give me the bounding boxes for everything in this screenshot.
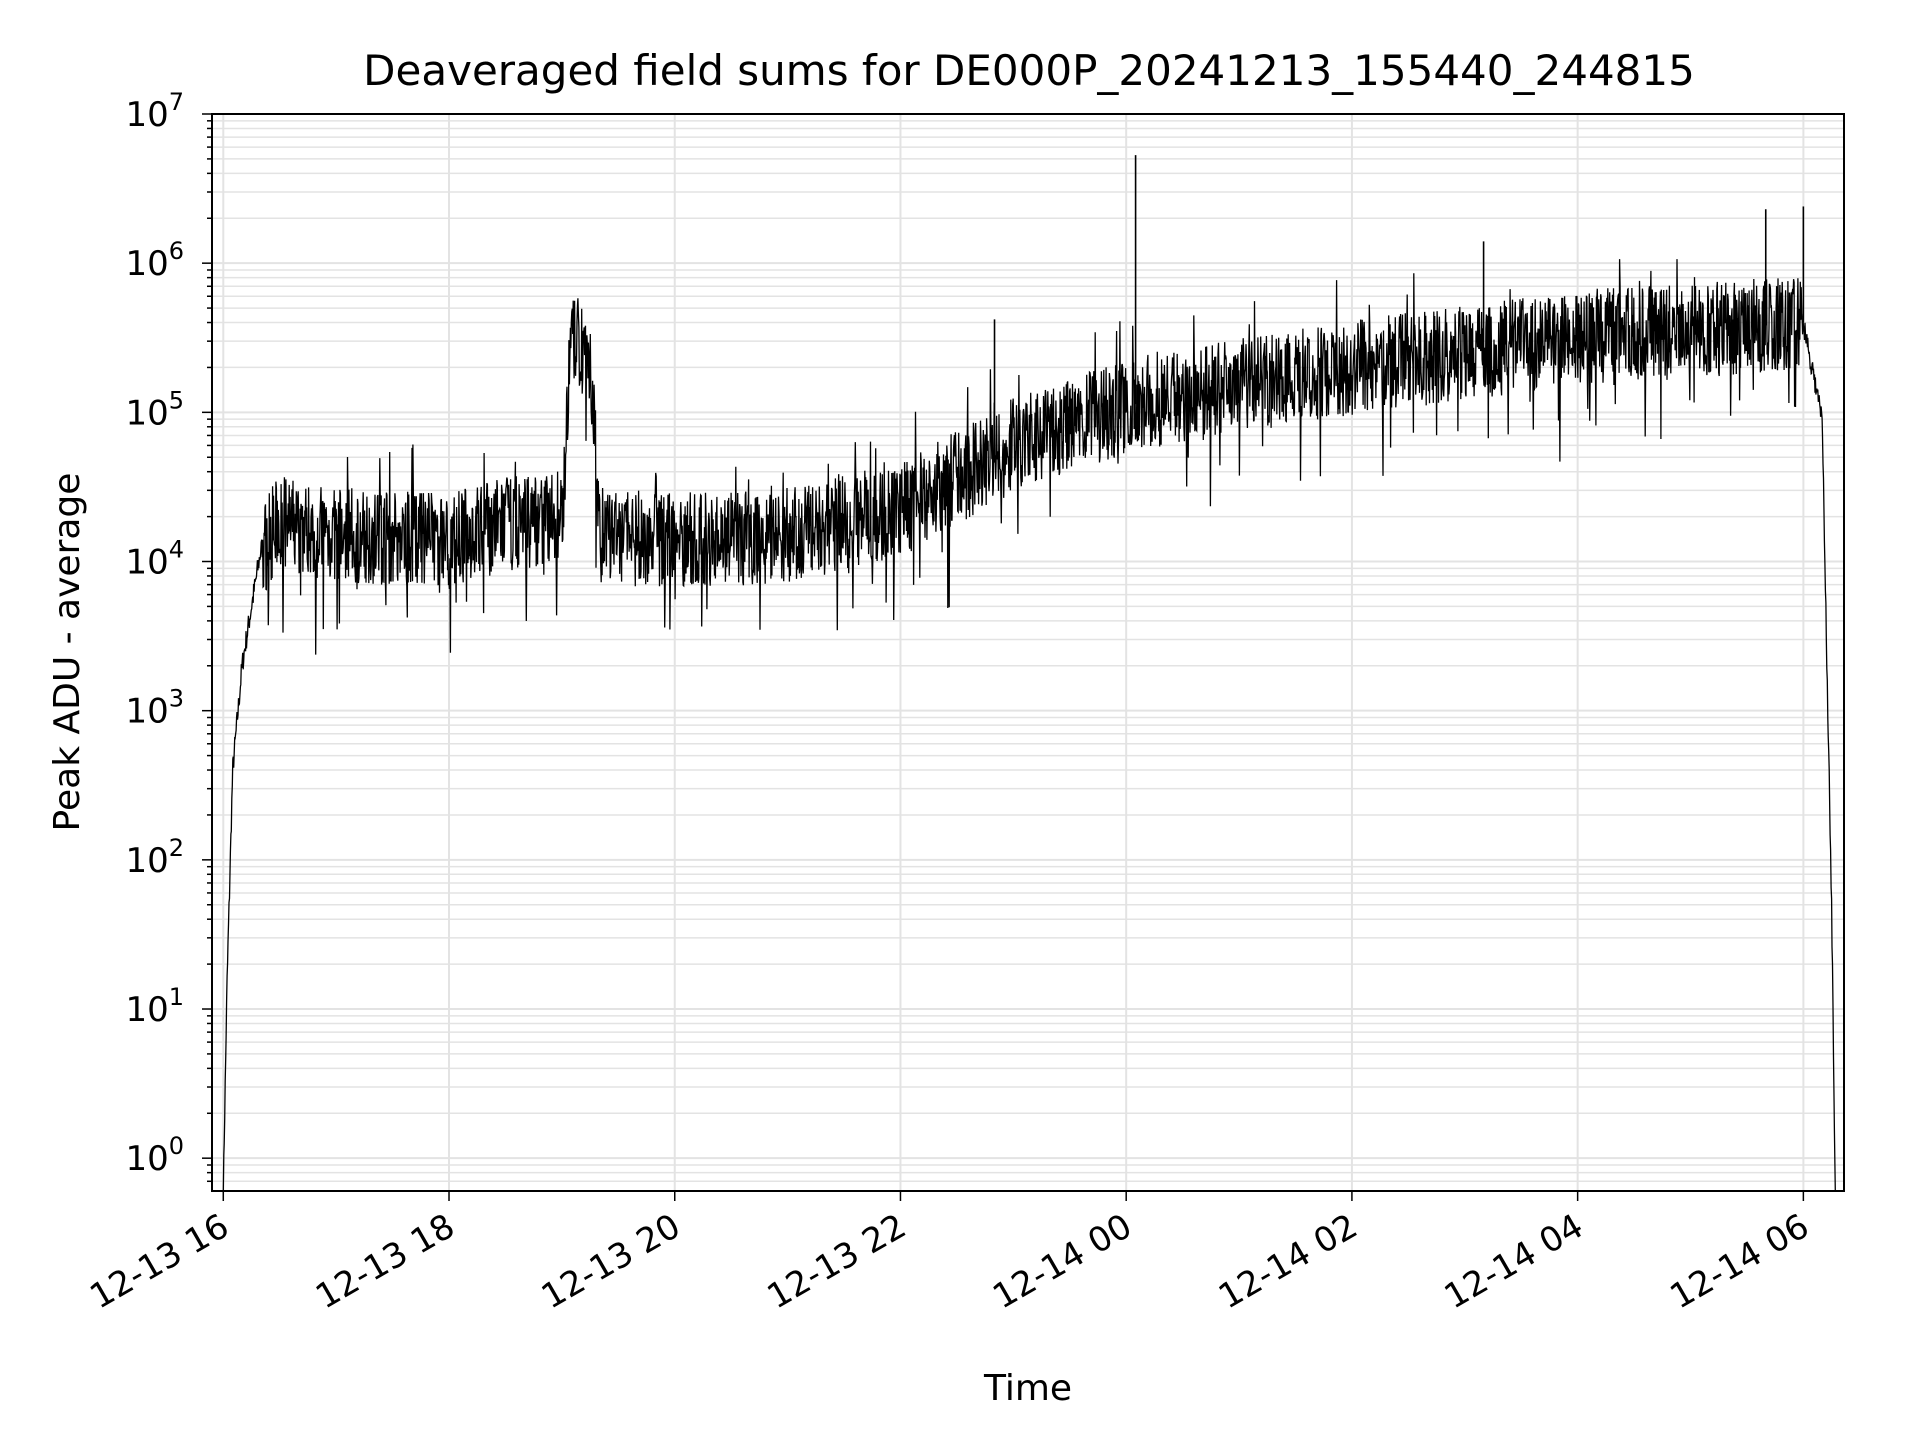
x-tick-label: 12-14 02: [1212, 1206, 1364, 1317]
y-tick-exponent: 2: [169, 834, 184, 862]
chart-title: Deaveraged field sums for DE000P_2024121…: [363, 46, 1695, 95]
y-tick-exponent: 4: [169, 536, 184, 564]
y-tick-base: 10: [125, 95, 168, 135]
y-tick-base: 10: [125, 990, 168, 1030]
plot-area-frame: [211, 113, 1845, 1192]
y-tick-exponent: 1: [169, 983, 184, 1011]
y-tick-label: 103: [125, 685, 184, 732]
y-tick-exponent: 5: [169, 386, 184, 414]
y-tick-label: 106: [125, 237, 184, 284]
y-tick-base: 10: [125, 393, 168, 433]
y-tick-label: 100: [125, 1132, 184, 1179]
x-tick-label: 12-14 00: [986, 1206, 1138, 1317]
y-tick-base: 10: [125, 692, 168, 732]
y-tick-label: 107: [125, 88, 184, 135]
y-tick-exponent: 3: [169, 685, 184, 713]
series-layer: [222, 155, 1836, 1192]
x-tick-label: 12-14 06: [1663, 1206, 1815, 1317]
y-tick-label: 102: [125, 834, 184, 881]
series-line: [222, 259, 1836, 1192]
x-tick-label: 12-13 22: [761, 1206, 913, 1317]
y-tick-base: 10: [125, 1139, 168, 1179]
y-tick-exponent: 6: [169, 237, 184, 265]
x-tick-label: 12-14 04: [1438, 1206, 1590, 1317]
y-tick-base: 10: [125, 841, 168, 881]
x-tick-label: 12-13 18: [309, 1206, 461, 1317]
x-tick-label: 12-13 20: [535, 1206, 687, 1317]
y-axis-label: Peak ADU - average: [47, 473, 88, 832]
grid-lines: [212, 113, 1844, 1191]
x-axis: 12-13 16 12-13 18 12-13 20 12-13 22 12-14 00…: [83, 1191, 1816, 1317]
y-tick-base: 10: [125, 244, 168, 284]
y-tick-label: 105: [125, 386, 184, 433]
y-tick-label: 104: [125, 536, 184, 583]
y-tick-exponent: 0: [169, 1132, 184, 1160]
y-tick-exponent: 7: [169, 88, 184, 116]
x-tick-label: 12-13 16: [83, 1206, 235, 1317]
y-tick-base: 10: [125, 543, 168, 583]
x-axis-label: Time: [983, 1368, 1072, 1409]
y-tick-label: 101: [125, 983, 184, 1030]
